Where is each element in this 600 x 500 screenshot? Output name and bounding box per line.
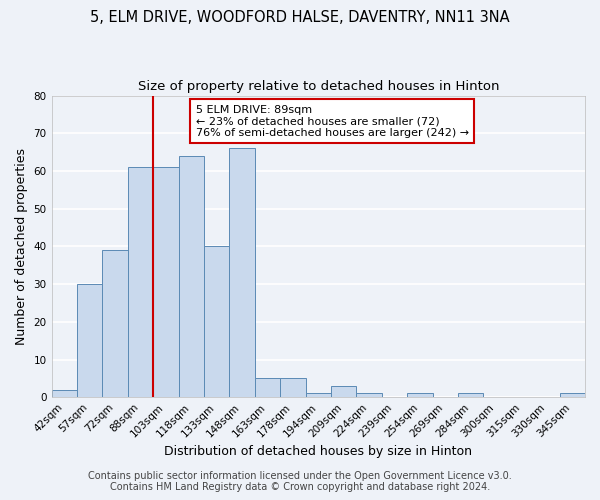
Bar — [128, 167, 153, 397]
Bar — [103, 250, 128, 397]
Bar — [458, 394, 484, 397]
Bar — [179, 156, 204, 397]
Title: Size of property relative to detached houses in Hinton: Size of property relative to detached ho… — [137, 80, 499, 93]
Bar — [77, 284, 103, 397]
Y-axis label: Number of detached properties: Number of detached properties — [15, 148, 28, 345]
Bar — [356, 394, 382, 397]
Bar — [229, 148, 255, 397]
Text: Contains HM Land Registry data © Crown copyright and database right 2024.: Contains HM Land Registry data © Crown c… — [110, 482, 490, 492]
Text: 5 ELM DRIVE: 89sqm
← 23% of detached houses are smaller (72)
76% of semi-detache: 5 ELM DRIVE: 89sqm ← 23% of detached hou… — [196, 104, 469, 138]
Bar — [407, 394, 433, 397]
Bar — [204, 246, 229, 397]
X-axis label: Distribution of detached houses by size in Hinton: Distribution of detached houses by size … — [164, 444, 472, 458]
Text: Contains public sector information licensed under the Open Government Licence v3: Contains public sector information licen… — [88, 471, 512, 481]
Bar — [305, 394, 331, 397]
Bar — [255, 378, 280, 397]
Bar — [52, 390, 77, 397]
Bar — [153, 167, 179, 397]
Bar — [560, 394, 585, 397]
Bar — [331, 386, 356, 397]
Text: 5, ELM DRIVE, WOODFORD HALSE, DAVENTRY, NN11 3NA: 5, ELM DRIVE, WOODFORD HALSE, DAVENTRY, … — [90, 10, 510, 25]
Bar — [280, 378, 305, 397]
